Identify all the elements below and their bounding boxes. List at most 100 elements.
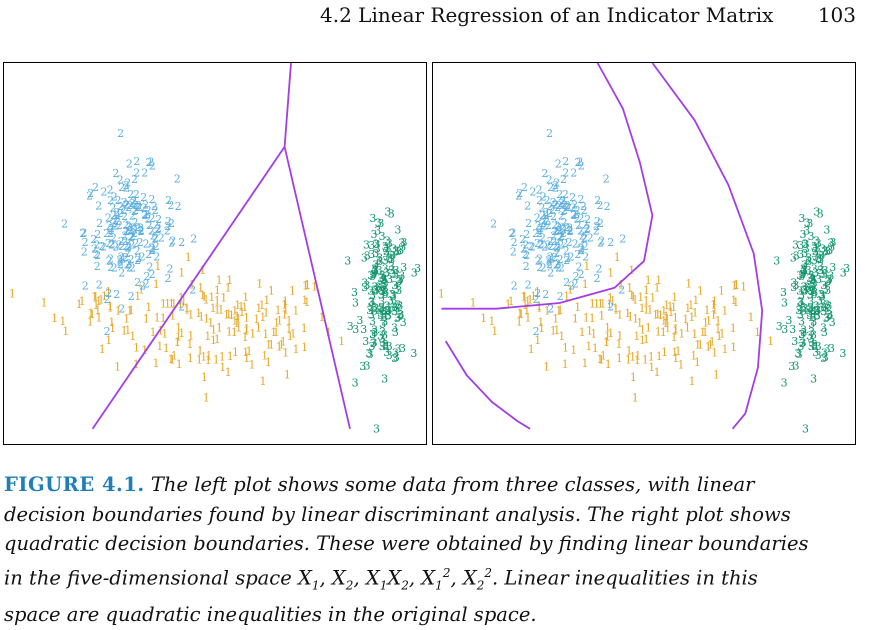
class-1-point: 1	[667, 301, 674, 314]
class-2-point: 2	[142, 209, 149, 222]
class-1-point: 1	[216, 274, 223, 287]
class-1-point: 1	[153, 278, 160, 291]
class-1-point: 1	[572, 313, 579, 326]
class-2-point: 2	[104, 293, 111, 306]
class-3-point: 3	[389, 288, 396, 301]
class-2-point: 2	[598, 234, 605, 247]
class-3-point: 3	[388, 207, 395, 220]
class-2-point: 2	[108, 224, 115, 237]
class-2-point: 2	[127, 188, 134, 201]
class-1-point: 1	[121, 324, 128, 337]
class-2-point: 2	[522, 238, 529, 251]
class-2-point: 2	[107, 253, 114, 266]
class-2-point: 2	[122, 199, 129, 212]
class-3-point: 3	[810, 284, 817, 297]
class-1-point: 1	[263, 307, 270, 320]
class-3-point: 3	[828, 241, 835, 254]
class-1-point: 1	[709, 336, 716, 349]
class-1-point: 1	[214, 333, 221, 346]
class-3-point: 3	[359, 360, 366, 373]
class-3-point: 3	[379, 340, 386, 353]
class-1-point: 1	[603, 336, 610, 349]
class-3-point: 3	[392, 301, 399, 314]
class-1-point: 1	[109, 322, 116, 335]
class-2-point: 2	[153, 251, 160, 264]
class-1-point: 1	[705, 340, 712, 353]
class-3-point: 3	[368, 340, 375, 353]
class-2-point: 2	[110, 209, 117, 222]
class-1-point: 1	[647, 304, 654, 317]
class-1-point: 1	[93, 299, 100, 312]
class-1-point: 1	[634, 350, 641, 363]
class-3-point: 3	[820, 352, 827, 365]
class-2-point: 2	[594, 272, 601, 285]
class-2-point: 2	[140, 191, 147, 204]
class-1-point: 1	[235, 312, 242, 325]
class-1-point: 1	[98, 294, 105, 307]
class-1-point: 1	[589, 312, 596, 325]
class-1-point: 1	[169, 309, 176, 322]
class-2-point: 2	[618, 284, 625, 297]
class-1-point: 1	[278, 338, 285, 351]
class-2-point: 2	[508, 227, 515, 240]
class-3-point: 3	[820, 298, 827, 311]
class-3-point: 3	[843, 262, 850, 275]
class-3-point: 3	[373, 283, 380, 296]
class-1-point: 1	[672, 352, 679, 365]
class-2-point: 2	[118, 251, 125, 264]
class-1-point: 1	[157, 324, 164, 337]
class-2-point: 2	[519, 233, 526, 246]
class-2-point: 2	[570, 208, 577, 221]
class-2-point: 2	[554, 241, 561, 254]
class-2-point: 2	[165, 194, 172, 207]
class-1-point: 1	[702, 317, 709, 330]
class-2-point: 2	[168, 217, 175, 230]
class-3-point: 3	[806, 217, 813, 230]
class-3-point: 3	[814, 304, 821, 317]
class-2-point: 2	[578, 242, 585, 255]
class-3-point: 3	[801, 247, 808, 260]
class-1-point: 1	[598, 309, 605, 322]
class-2-point: 2	[117, 258, 124, 271]
class-1-point: 1	[241, 301, 248, 314]
class-2-point: 2	[118, 267, 125, 280]
class-3-point: 3	[392, 346, 399, 359]
class-3-point: 3	[821, 301, 828, 314]
class-2-point: 2	[148, 155, 155, 168]
class-3-point: 3	[825, 274, 832, 287]
class-3-point: 3	[793, 250, 800, 263]
class-2-point: 2	[541, 240, 548, 253]
class-3-point: 3	[381, 315, 388, 328]
class-3-point: 3	[809, 337, 816, 350]
class-2-point: 2	[574, 204, 581, 217]
class-3-point: 3	[800, 284, 807, 297]
class-3-point: 3	[394, 312, 401, 325]
class-1-point: 1	[480, 312, 487, 325]
class-3-point: 3	[810, 273, 817, 286]
class-1-point: 1	[689, 375, 696, 388]
class-2-point: 2	[553, 177, 560, 190]
class-2-point: 2	[106, 220, 113, 233]
class-3-point: 3	[802, 238, 809, 251]
class-1-point: 1	[107, 300, 114, 313]
class-3-point: 3	[798, 315, 805, 328]
class-1-point: 1	[597, 353, 604, 366]
class-2-point: 2	[126, 261, 133, 274]
class-3-point: 3	[811, 288, 818, 301]
class-3-point: 3	[383, 250, 390, 263]
class-1-point: 1	[710, 308, 717, 321]
class-2-point: 2	[561, 216, 568, 229]
class-3-point: 3	[383, 266, 390, 279]
class-2-point: 2	[123, 179, 130, 192]
class-1-point: 1	[174, 336, 181, 349]
class-2-point: 2	[123, 240, 130, 253]
class-2-point: 2	[114, 209, 121, 222]
class-1-point: 1	[688, 311, 695, 324]
class-2-point: 2	[552, 182, 559, 195]
class-1-point: 1	[570, 344, 577, 357]
class-3-point: 3	[808, 285, 815, 298]
class-2-point: 2	[582, 240, 589, 253]
class-2-point: 2	[524, 200, 531, 213]
class-2-point: 2	[533, 325, 540, 338]
